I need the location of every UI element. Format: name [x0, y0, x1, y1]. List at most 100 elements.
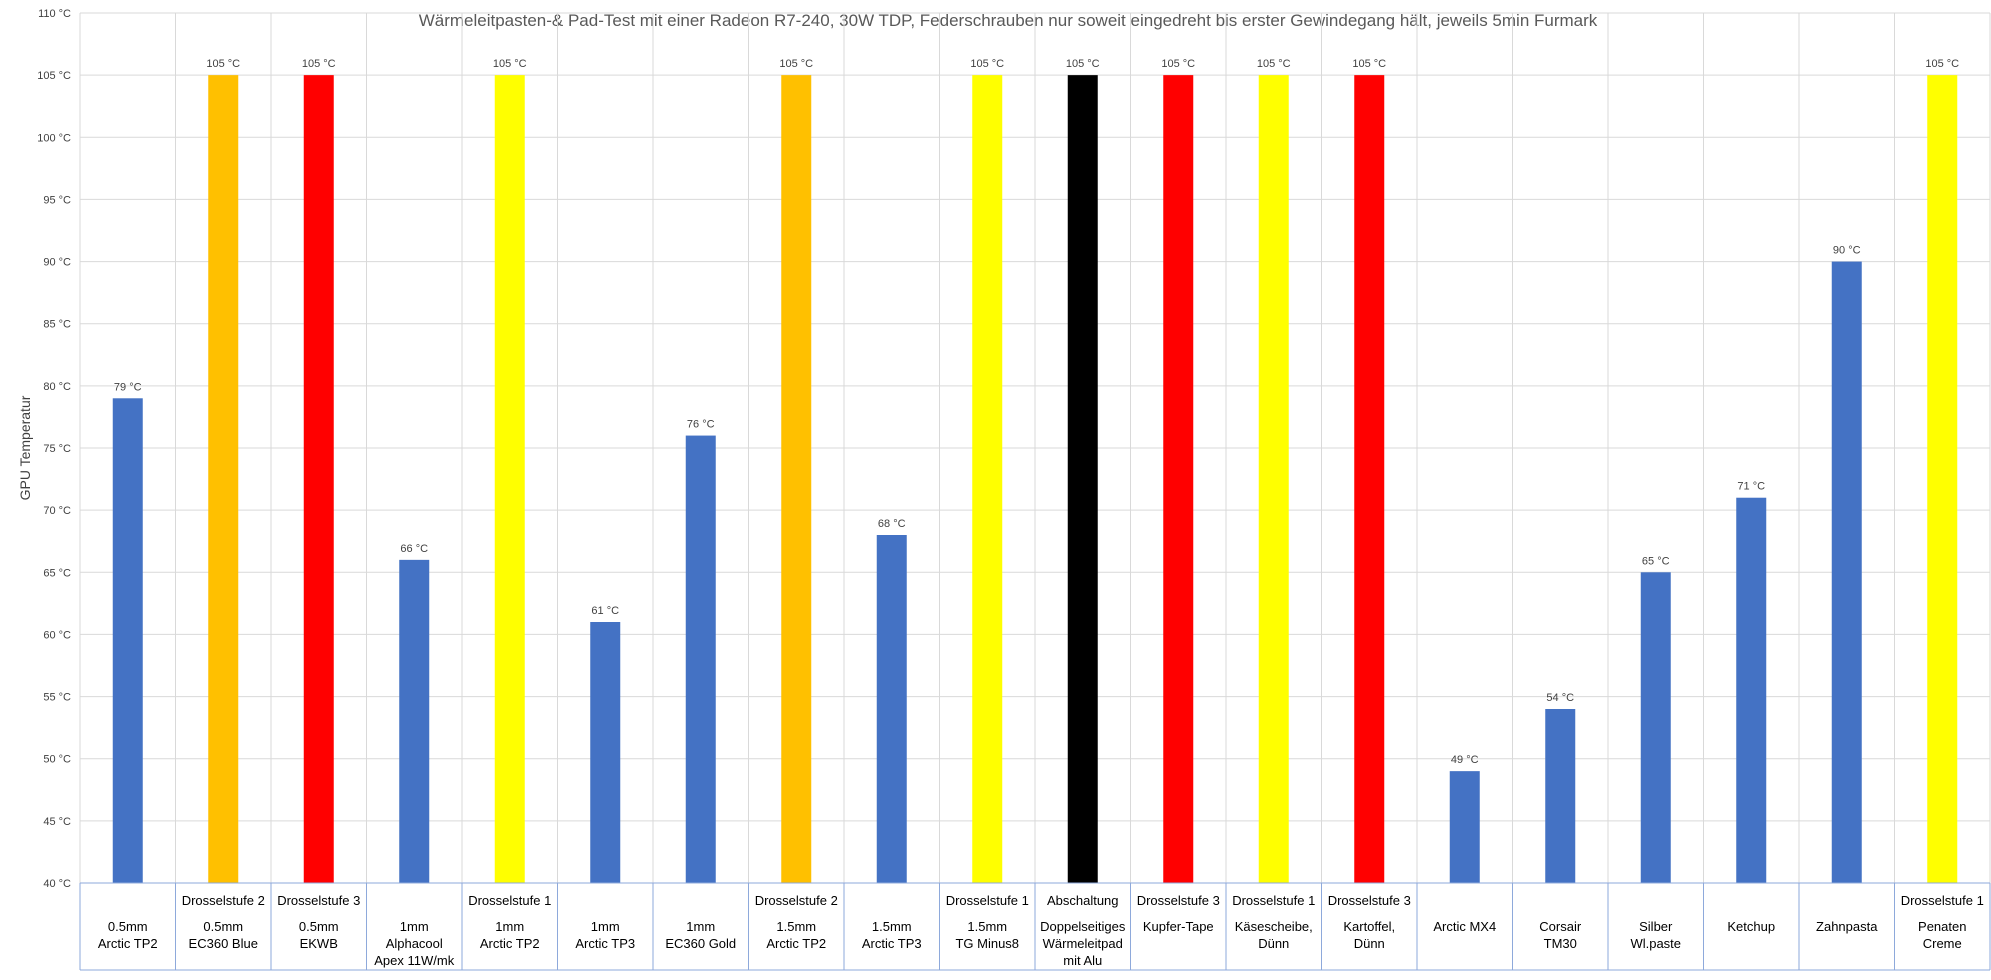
category-status-label: Drosselstufe 3: [1137, 893, 1220, 908]
category-label: 0.5mm: [203, 919, 243, 934]
gridlines: [79, 12, 1991, 884]
y-tick-label: 40 °C: [43, 878, 71, 890]
y-tick-label: 45 °C: [43, 816, 71, 828]
data-label: 105 °C: [1161, 58, 1195, 70]
y-tick-label: 95 °C: [43, 194, 71, 206]
data-label: 105 °C: [1257, 58, 1291, 70]
category-label: 0.5mm: [108, 919, 148, 934]
bar: [399, 559, 430, 883]
data-label: 105 °C: [1925, 58, 1959, 70]
bar: [1640, 572, 1671, 883]
y-tick-label: 80 °C: [43, 381, 71, 393]
category-label: Dünn: [1354, 936, 1385, 951]
y-tick-label: 70 °C: [43, 505, 71, 517]
y-tick-label: 65 °C: [43, 567, 71, 579]
y-tick-label: 85 °C: [43, 319, 71, 331]
category-status-label: Drosselstufe 1: [1232, 893, 1315, 908]
y-tick-label: 100 °C: [37, 132, 71, 144]
data-label: 105 °C: [1352, 58, 1386, 70]
category-label: Arctic TP2: [98, 936, 158, 951]
category-label: EC360 Blue: [189, 936, 258, 951]
bar: [1354, 75, 1385, 883]
bar: [876, 535, 907, 883]
y-tick-label: 50 °C: [43, 754, 71, 766]
bar: [1258, 75, 1289, 883]
category-label: TG Minus8: [955, 936, 1019, 951]
data-label: 65 °C: [1642, 555, 1670, 567]
data-label: 105 °C: [493, 58, 527, 70]
data-label: 76 °C: [687, 419, 715, 431]
y-tick-label: 105 °C: [37, 70, 71, 82]
category-status-label: Drosselstufe 1: [468, 893, 551, 908]
category-label: Creme: [1923, 936, 1962, 951]
category-status-label: Drosselstufe 3: [1328, 893, 1411, 908]
category-label: Arctic TP2: [766, 936, 826, 951]
data-label: 90 °C: [1833, 245, 1861, 257]
category-label: 1.5mm: [872, 919, 912, 934]
data-label: 105 °C: [970, 58, 1004, 70]
bar: [208, 75, 239, 883]
data-label: 68 °C: [878, 518, 906, 530]
data-label: 71 °C: [1737, 481, 1765, 493]
category-label: 1.5mm: [776, 919, 816, 934]
category-label: EC360 Gold: [665, 936, 736, 951]
data-label: 49 °C: [1451, 754, 1479, 766]
category-status-label: Drosselstufe 3: [277, 893, 360, 908]
bar: [590, 622, 621, 883]
category-label: mit Alu: [1063, 953, 1102, 968]
category-label: Silber: [1639, 919, 1673, 934]
data-label: 79 °C: [114, 381, 142, 393]
category-status-label: Drosselstufe 1: [946, 893, 1029, 908]
category-label: Arctic TP3: [575, 936, 635, 951]
y-tick-labels: 40 °C 45 °C 50 °C 55 °C 60 °C 65 °C 70 °C 75 °C…: [37, 8, 71, 890]
category-label: Dünn: [1258, 936, 1289, 951]
data-label: 61 °C: [591, 605, 619, 617]
bar: [685, 435, 716, 883]
category-label: Kartoffel,: [1343, 919, 1395, 934]
y-tick-label: 90 °C: [43, 257, 71, 269]
y-tick-label: 60 °C: [43, 629, 71, 641]
data-label: 105 °C: [1066, 58, 1100, 70]
category-label: Ketchup: [1727, 919, 1775, 934]
category-status-label: Abschaltung: [1047, 893, 1119, 908]
category-label: Käsescheibe,: [1235, 919, 1313, 934]
category-label: Arctic TP2: [480, 936, 540, 951]
bar: [781, 75, 812, 883]
category-status-label: Drosselstufe 2: [755, 893, 838, 908]
y-tick-label: 75 °C: [43, 443, 71, 455]
category-label: Wärmeleitpad: [1043, 936, 1123, 951]
category-label: Penaten: [1918, 919, 1966, 934]
bar: [1831, 261, 1862, 884]
category-label: Alphacool: [386, 936, 443, 951]
category-label: 0.5mm: [299, 919, 339, 934]
bar: [1927, 75, 1958, 883]
category-label: Apex 11W/mk: [374, 953, 454, 968]
chart-title: Wärmeleitpasten-& Pad-Test mit einer Rad…: [419, 11, 1598, 30]
category-label: Corsair: [1539, 919, 1582, 934]
category-label: Wl.paste: [1630, 936, 1681, 951]
bars: [112, 75, 1958, 884]
category-status-label: Drosselstufe 1: [1901, 893, 1984, 908]
category-label: Zahnpasta: [1816, 919, 1878, 934]
data-label: 105 °C: [302, 58, 336, 70]
category-table: 0.5mm Arctic TP2 Drosselstufe 2 0.5mm EC360 …: [79, 882, 1991, 971]
bar: [1449, 771, 1480, 883]
bar: [494, 75, 525, 883]
bar: [972, 75, 1003, 883]
category-status-label: Drosselstufe 2: [182, 893, 265, 908]
bar: [1736, 497, 1767, 883]
y-tick-label: 55 °C: [43, 692, 71, 704]
y-tick-label: 110 °C: [38, 8, 71, 20]
category-label: EKWB: [300, 936, 338, 951]
category-label: 1.5mm: [967, 919, 1007, 934]
bar: [1067, 75, 1098, 883]
bar: [112, 398, 143, 883]
data-label: 54 °C: [1546, 692, 1574, 704]
category-label: 1mm: [400, 919, 429, 934]
data-label: 66 °C: [400, 543, 428, 555]
category-label: 1mm: [686, 919, 715, 934]
category-label: Kupfer-Tape: [1143, 919, 1214, 934]
bar: [1163, 75, 1194, 883]
data-label: 105 °C: [779, 58, 813, 70]
